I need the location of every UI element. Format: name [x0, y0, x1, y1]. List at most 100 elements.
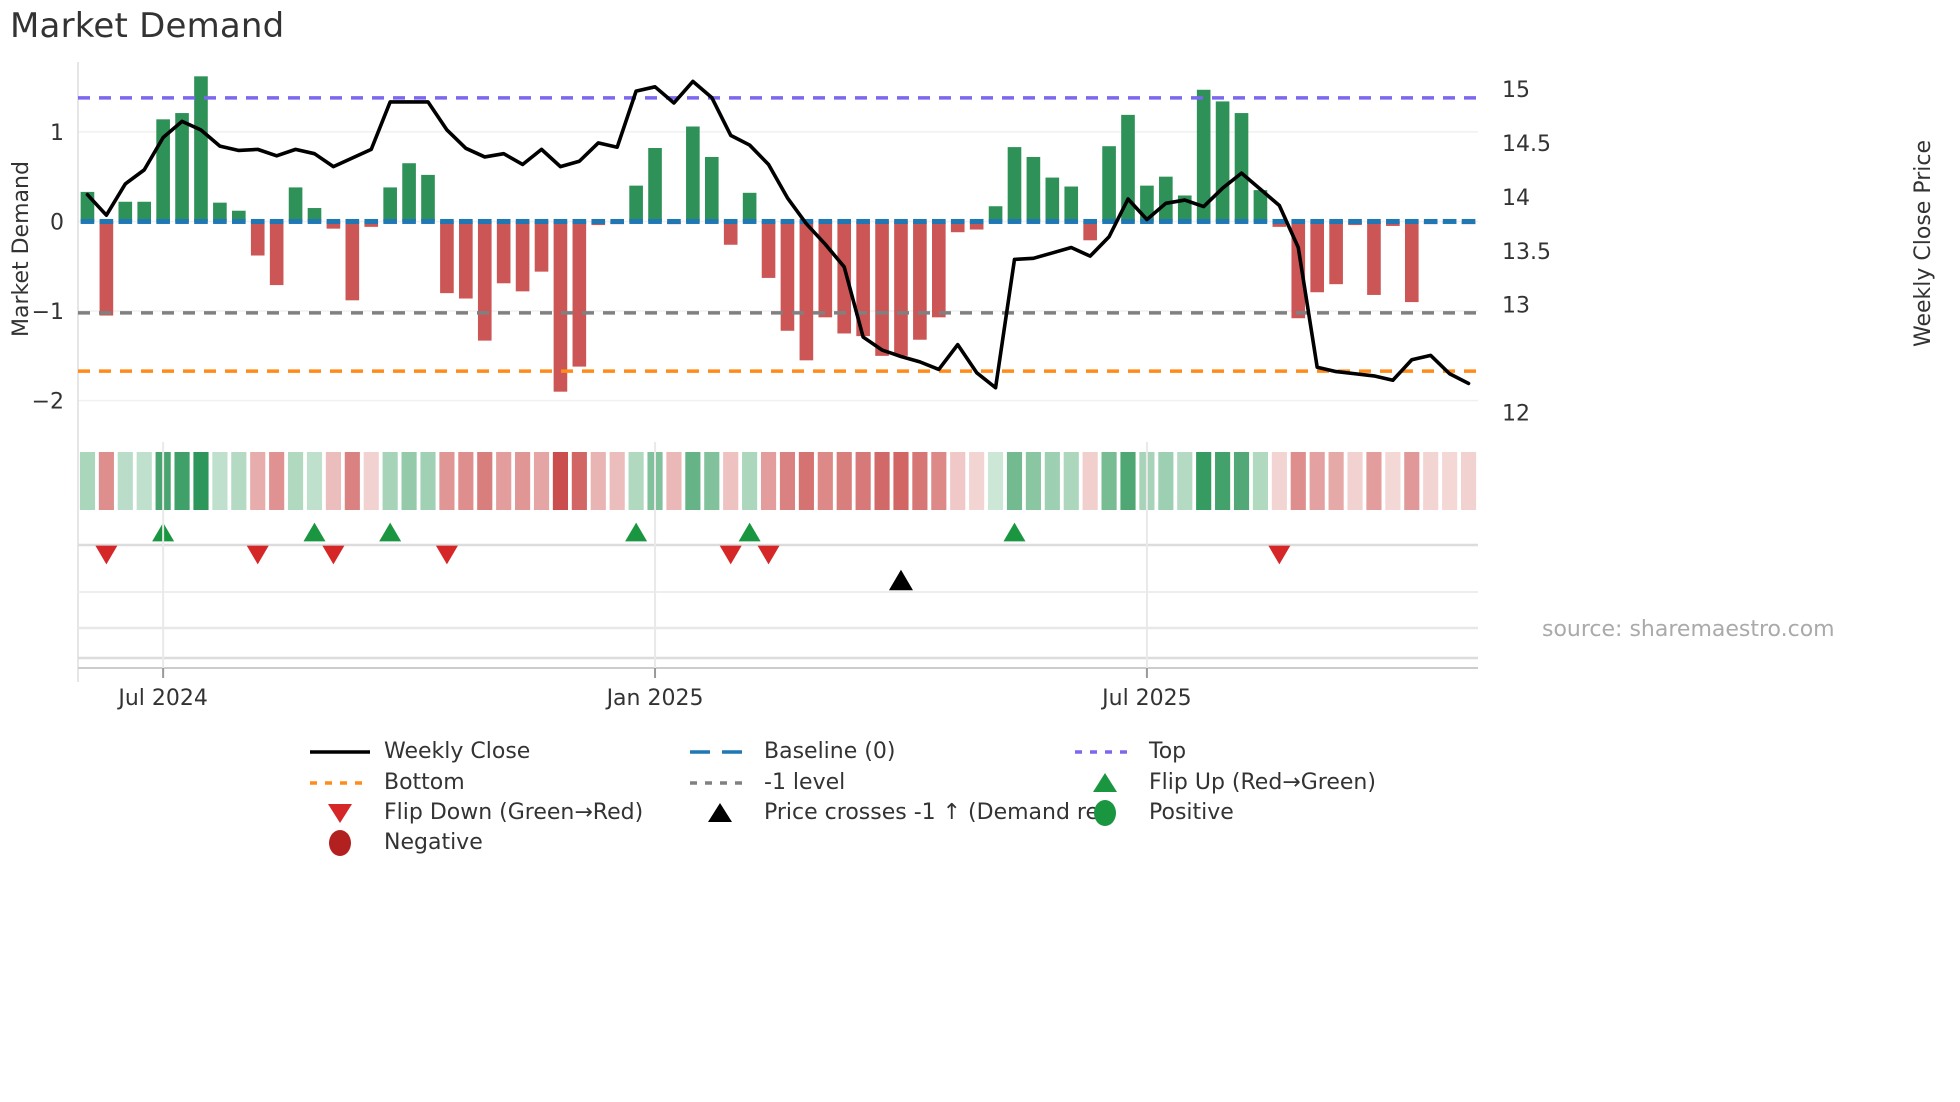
legend-item[interactable]: -1 level	[690, 770, 845, 795]
heatmap-cell	[250, 452, 266, 510]
legend-item[interactable]: Positive	[1094, 800, 1234, 826]
legend-item[interactable]: Baseline (0)	[690, 739, 895, 764]
heatmap-cell	[1366, 452, 1382, 510]
demand-bar	[402, 163, 416, 222]
signal-markers	[95, 522, 1291, 591]
legend-item[interactable]: Flip Up (Red→Green)	[1093, 770, 1376, 795]
demand-bar	[856, 221, 870, 337]
heatmap-cell	[1006, 452, 1023, 510]
legend-label: Top	[1148, 739, 1186, 764]
demand-bar	[1121, 114, 1135, 222]
demand-bar	[307, 208, 322, 222]
demand-bar	[118, 201, 133, 222]
heatmap-cell	[1460, 452, 1477, 510]
legend-item[interactable]: Price crosses -1 ↑ (Demand ref)	[708, 800, 1115, 825]
legend-label: Flip Down (Green→Red)	[384, 800, 643, 825]
heatmap-cell	[609, 452, 625, 510]
demand-bar	[1215, 101, 1230, 222]
demand-bar	[969, 221, 984, 230]
demand-bar	[421, 174, 435, 222]
heatmap-cell	[742, 452, 758, 510]
left-tick-label: 0	[50, 210, 64, 235]
legend-item[interactable]: Bottom	[310, 770, 465, 795]
demand-bar	[704, 156, 719, 222]
heatmap-cell	[382, 452, 398, 510]
heatmap-cell	[363, 452, 379, 510]
legend-item[interactable]: Negative	[329, 830, 483, 856]
left-tick-label: −2	[32, 390, 64, 415]
demand-bar	[894, 221, 908, 356]
legend-label: Baseline (0)	[764, 739, 895, 764]
demand-bar	[1329, 221, 1343, 285]
flip-down-marker	[757, 545, 780, 565]
demand-bar	[175, 113, 189, 222]
demand-bar	[1367, 221, 1381, 295]
heatmap-cell	[269, 452, 285, 510]
demand-bar	[1026, 156, 1041, 222]
demand-bar	[629, 185, 643, 222]
demand-bar	[572, 221, 587, 367]
flip-down-marker	[719, 545, 742, 565]
legend-circle-swatch	[1094, 800, 1116, 826]
heatmap-cell	[836, 452, 852, 510]
legend-circle-swatch	[329, 830, 351, 856]
demand-bar	[1310, 221, 1324, 293]
reference-lines	[78, 96, 1480, 373]
heatmap-cell	[288, 452, 304, 510]
heatmap-cell	[1442, 452, 1458, 510]
demand-bar	[1159, 176, 1173, 222]
heatmap-cell	[439, 452, 455, 510]
demand-bar	[1064, 186, 1079, 222]
heatmap-cell	[798, 452, 814, 510]
demand-bar	[496, 221, 511, 284]
heatmap-cell	[401, 452, 417, 510]
right-tick-label: 14.5	[1502, 132, 1551, 157]
heatmap-cell	[231, 452, 247, 510]
legend-label: Weekly Close	[384, 739, 530, 764]
legend-label: Flip Up (Red→Green)	[1149, 770, 1376, 795]
legend-triangle-down-swatch	[328, 804, 352, 823]
heatmap-cell	[533, 452, 550, 510]
flip-up-marker	[625, 522, 648, 542]
demand-bar	[648, 148, 662, 222]
demand-bar	[837, 221, 852, 334]
source-note: source: sharemaestro.com	[1542, 617, 1835, 642]
demand-bar	[364, 221, 379, 227]
heatmap-cell	[1063, 452, 1079, 510]
demand-bar	[913, 221, 927, 340]
page-title: Market Demand	[10, 6, 285, 46]
heatmap-cell	[1120, 452, 1136, 510]
demand-bar	[1291, 221, 1306, 319]
demand-bar	[1007, 147, 1022, 222]
heatmap-cell	[136, 452, 152, 510]
demand-bar	[686, 126, 700, 222]
heatmap-cell	[1290, 452, 1306, 510]
heatmap-cell	[1404, 452, 1420, 510]
heatmap-cell	[477, 452, 493, 510]
heatmap-cell	[1423, 452, 1439, 510]
legend-item[interactable]: Top	[1075, 739, 1186, 764]
demand-bar	[1140, 185, 1154, 222]
x-tick-label: Jul 2025	[1100, 686, 1192, 711]
gridlines	[78, 131, 1478, 402]
heatmap-cell	[760, 452, 777, 510]
demand-bar	[213, 202, 227, 222]
demand-bar	[345, 221, 360, 301]
left-axis-ticks: 1 0 −1 −2	[32, 121, 64, 415]
demand-bar	[99, 221, 114, 316]
legend-item[interactable]: Weekly Close	[310, 739, 530, 764]
flip-down-marker	[435, 545, 458, 565]
heatmap-cell	[552, 452, 568, 510]
demand-bars	[80, 76, 1476, 392]
heatmap-cell	[174, 452, 190, 510]
heatmap-cell	[212, 452, 228, 510]
heatmap-cell	[590, 452, 606, 510]
demand-bar	[232, 210, 246, 222]
right-tick-label: 13	[1502, 294, 1530, 319]
right-tick-label: 14	[1502, 186, 1530, 211]
legend-item[interactable]: Flip Down (Green→Red)	[328, 800, 643, 825]
demand-bar	[1102, 146, 1116, 222]
demand-bar	[723, 221, 738, 245]
heatmap-cell	[988, 452, 1004, 510]
demand-bar	[988, 206, 1003, 222]
